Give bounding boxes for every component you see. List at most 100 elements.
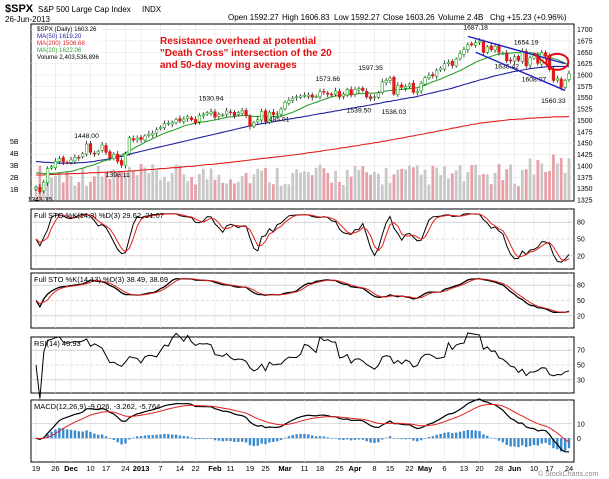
macd-histogram-bar	[548, 438, 551, 445]
macd-line	[35, 398, 569, 453]
price-tick-label: 1425	[577, 152, 593, 159]
volume-bar	[517, 185, 520, 200]
macd-histogram-bar	[260, 438, 263, 444]
volume-bar	[513, 183, 516, 200]
macd-histogram-bar	[217, 438, 221, 441]
macd-histogram-bar	[77, 431, 80, 439]
macd-histogram-bar	[314, 436, 318, 439]
volume-bar	[524, 169, 528, 200]
macd-histogram-bar	[58, 427, 61, 439]
rsi-tick-label: 30	[577, 377, 585, 384]
volume-bar	[225, 183, 229, 200]
macd-histogram-bar	[451, 432, 454, 439]
price-value-label: 1343.35	[28, 197, 53, 204]
candle-up	[151, 132, 155, 136]
volume-bar	[143, 167, 147, 200]
macd-histogram-bar	[299, 433, 302, 439]
macd-histogram-bar	[46, 434, 49, 439]
macd-histogram-bar	[221, 438, 224, 442]
macd-histogram-bar	[167, 434, 170, 439]
candle-up	[162, 123, 166, 129]
stoch13-d-line	[35, 278, 570, 313]
candle-down	[119, 160, 124, 166]
candle-down	[330, 93, 334, 96]
x-tick-label: 26	[51, 464, 59, 473]
candle-up	[287, 100, 291, 104]
macd-histogram-bar	[97, 434, 100, 439]
volume-bar	[520, 169, 524, 200]
macd-histogram-bar	[213, 438, 217, 441]
stoch14-label: Full STO %K(14,3) %D(3) 29.62, 21.07	[34, 211, 164, 220]
macd-histogram-bar	[462, 430, 466, 439]
candle-up	[439, 67, 443, 71]
volume-bar	[69, 175, 73, 200]
volume-bar	[357, 170, 361, 200]
macd-histogram-bar	[209, 438, 213, 439]
indicator-lines	[34, 213, 571, 453]
volume-bar	[314, 167, 318, 200]
macd-signal-line	[35, 403, 570, 443]
candle-up	[283, 101, 287, 109]
candle-down	[509, 59, 513, 62]
candle-up	[96, 151, 100, 154]
price-tick-label: 1600	[577, 73, 593, 80]
macd-histogram-bar	[404, 438, 407, 440]
volume-bar	[162, 176, 166, 200]
candle-up	[396, 85, 400, 95]
volume-bar	[443, 166, 446, 200]
candle-up	[34, 186, 38, 190]
volume-bar	[209, 168, 213, 200]
x-tick-label: Apr	[349, 464, 362, 473]
volume-bar	[147, 173, 151, 200]
volume-bar	[256, 168, 260, 200]
candle-up	[458, 53, 462, 59]
candle-down	[193, 119, 198, 124]
macd-histogram-bar	[240, 438, 244, 442]
price-tick-label: 1625	[577, 61, 593, 68]
ma20-line	[35, 51, 570, 175]
macd-histogram-bar	[322, 436, 326, 439]
volume-bar	[116, 173, 120, 200]
candle-down	[310, 94, 314, 98]
x-tick-label: 19	[246, 464, 254, 473]
volume-bar	[411, 167, 415, 200]
x-tick-label: 17	[545, 464, 553, 473]
candle-up	[427, 75, 431, 79]
candle-down	[524, 51, 528, 67]
candle-up	[42, 181, 46, 192]
candle-down	[400, 84, 404, 88]
macd-histogram-bar	[186, 436, 189, 439]
volume-bar	[427, 184, 431, 200]
stoch13-tick-label: 20	[577, 313, 585, 320]
candle-up	[474, 42, 478, 46]
volume-tick-label: 3B	[10, 163, 19, 170]
candle-up	[81, 153, 85, 158]
candle-up	[260, 111, 264, 121]
candle-up	[240, 110, 244, 114]
legend-price: $SPX (Daily) 1603.26	[37, 26, 97, 33]
ma50-line	[35, 65, 569, 164]
macd-histogram-bar	[276, 438, 279, 442]
candle-down	[470, 43, 474, 46]
macd-histogram-bar	[326, 437, 329, 439]
macd-histogram-bar	[552, 438, 555, 449]
macd-histogram-bar	[120, 438, 123, 445]
volume-bar	[349, 176, 353, 200]
price-tick-label: 1500	[577, 118, 593, 125]
annotation-arrow	[533, 52, 554, 71]
volume-bar	[139, 164, 143, 200]
candle-down	[361, 87, 365, 91]
candle-up	[57, 158, 61, 162]
x-tick-label: 28	[495, 464, 503, 473]
candle-up	[267, 111, 272, 123]
price-tick-label: 1325	[577, 198, 593, 205]
candle-up	[454, 58, 458, 67]
volume-bar	[373, 171, 376, 200]
candle-down	[248, 116, 252, 127]
macd-histogram-bar	[151, 435, 154, 439]
candle-up	[298, 95, 303, 98]
price-tick-label: 1650	[577, 50, 593, 57]
annotation-line-1: Resistance overhead at potential	[160, 36, 316, 47]
volume-bar	[435, 167, 439, 200]
price-value-label: 1636.42	[494, 63, 519, 70]
